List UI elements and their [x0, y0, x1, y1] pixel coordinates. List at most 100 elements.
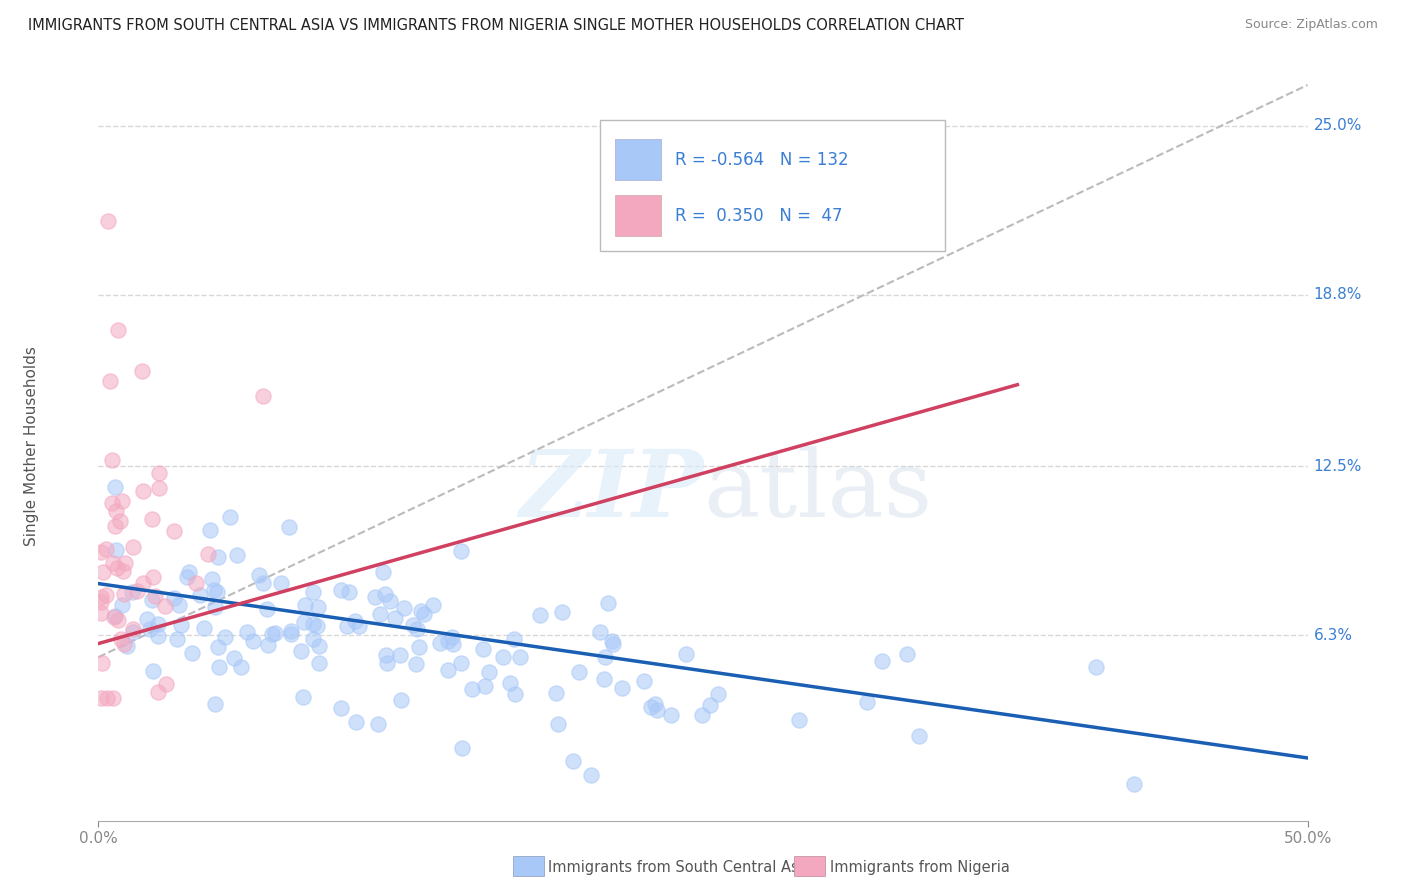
Point — [111, 493, 134, 508]
Point — [308, 656, 330, 670]
Point — [367, 717, 389, 731]
Point — [96, 542, 118, 557]
Text: 18.8%: 18.8% — [1313, 287, 1362, 302]
Point — [706, 687, 728, 701]
Point — [204, 697, 226, 711]
Point — [115, 639, 138, 653]
Point — [104, 504, 127, 518]
Point — [132, 483, 155, 498]
Point — [260, 627, 283, 641]
Point — [349, 619, 371, 633]
Point — [205, 584, 228, 599]
Point — [330, 582, 353, 597]
Point — [256, 602, 278, 616]
Point — [402, 617, 425, 632]
Point — [602, 637, 624, 651]
Point — [103, 609, 125, 624]
Point — [589, 625, 612, 640]
Point — [908, 729, 931, 743]
Point — [104, 480, 127, 494]
Point — [112, 564, 135, 578]
Point — [252, 576, 274, 591]
Point — [307, 599, 329, 614]
Point — [389, 693, 412, 707]
Point — [167, 599, 190, 613]
Point — [104, 609, 127, 624]
Point — [252, 388, 274, 402]
Point — [378, 594, 401, 608]
Point — [148, 481, 170, 495]
Point — [148, 685, 170, 699]
Point — [592, 672, 614, 686]
Point — [413, 607, 436, 621]
Point — [166, 632, 188, 647]
Point — [100, 496, 122, 510]
Point — [153, 599, 176, 613]
Point — [699, 698, 721, 713]
Point — [291, 690, 314, 705]
Point — [204, 599, 226, 614]
Point — [131, 364, 153, 378]
Point — [229, 660, 252, 674]
Point — [371, 565, 394, 579]
Point — [197, 547, 219, 561]
Point — [450, 741, 472, 756]
Point — [207, 640, 229, 654]
Text: R =  0.350   N =  47: R = 0.350 N = 47 — [675, 207, 842, 225]
Point — [375, 648, 398, 663]
Point — [105, 561, 128, 575]
Point — [90, 606, 112, 620]
Point — [101, 691, 124, 706]
Point — [214, 630, 236, 644]
Point — [132, 575, 155, 590]
Point — [568, 665, 591, 680]
Text: 25.0%: 25.0% — [1313, 119, 1362, 133]
Point — [384, 611, 406, 625]
Point — [450, 543, 472, 558]
Text: IMMIGRANTS FROM SOUTH CENTRAL ASIA VS IMMIGRANTS FROM NIGERIA SINGLE MOTHER HOUS: IMMIGRANTS FROM SOUTH CENTRAL ASIA VS IM… — [28, 18, 965, 33]
Point — [610, 681, 633, 696]
Point — [202, 582, 225, 597]
Point — [499, 675, 522, 690]
Point — [408, 640, 430, 655]
Point — [405, 622, 427, 636]
Point — [1084, 660, 1107, 674]
Point — [336, 619, 359, 633]
Point — [375, 657, 398, 671]
Point — [633, 674, 655, 689]
Point — [502, 632, 524, 647]
Text: 6.3%: 6.3% — [1313, 628, 1353, 643]
Point — [180, 647, 202, 661]
Point — [388, 648, 411, 663]
Point — [561, 755, 583, 769]
Point — [547, 717, 569, 731]
Point — [90, 595, 112, 609]
Point — [111, 598, 134, 612]
Point — [125, 583, 148, 598]
Point — [461, 681, 484, 696]
Point — [302, 616, 325, 631]
Point — [690, 708, 713, 723]
Point — [640, 699, 662, 714]
Point — [280, 624, 302, 639]
Point — [108, 514, 131, 528]
Point — [100, 374, 122, 388]
Point — [162, 591, 184, 606]
Point — [188, 588, 211, 602]
Point — [141, 512, 163, 526]
Point — [503, 687, 526, 701]
FancyBboxPatch shape — [600, 120, 945, 252]
Point — [247, 567, 270, 582]
Point — [90, 691, 112, 706]
Point — [96, 691, 118, 706]
Text: atlas: atlas — [703, 446, 932, 536]
Point — [422, 598, 444, 612]
Point — [344, 714, 367, 729]
Point — [121, 623, 143, 637]
Point — [308, 639, 330, 653]
Point — [600, 633, 623, 648]
Point — [257, 638, 280, 652]
Point — [112, 637, 135, 651]
Point — [146, 616, 169, 631]
Text: Immigrants from Nigeria: Immigrants from Nigeria — [830, 860, 1010, 874]
